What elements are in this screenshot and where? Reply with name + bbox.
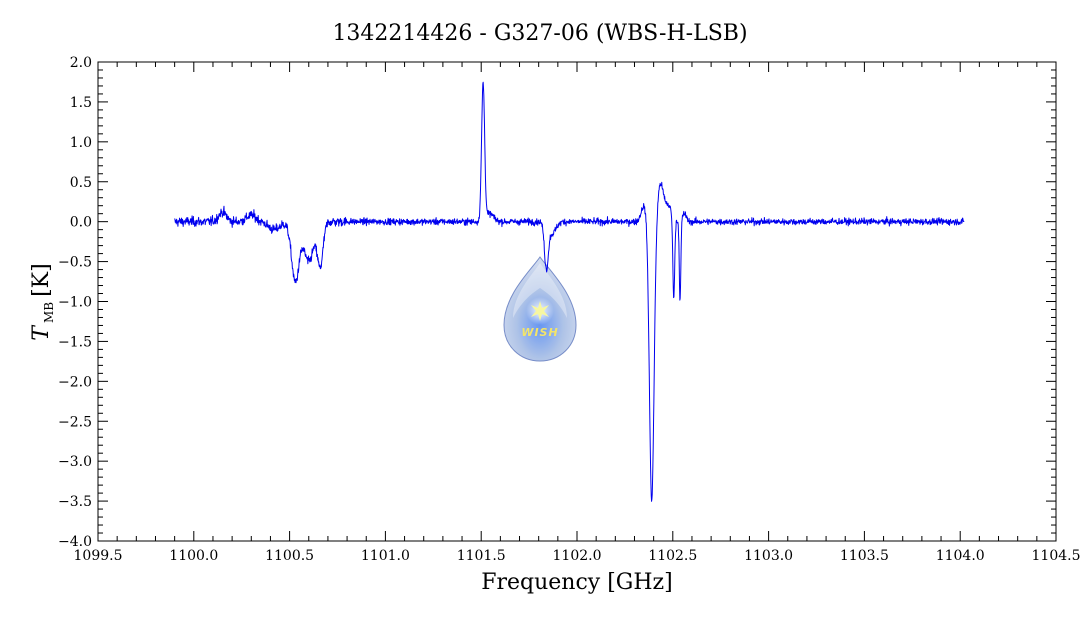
x-axis-title: Frequency [GHz] — [481, 570, 673, 595]
y-tick-label: −1.5 — [58, 334, 92, 350]
axis-tick-labels: 1099.5 1100.0 1100.5 1101.0 1101.5 1102.0 1102… — [58, 55, 1080, 564]
y-tick-label: 0.5 — [70, 175, 92, 191]
y-tick-label: −1.0 — [58, 295, 92, 311]
y-tick-label: −3.0 — [58, 454, 92, 470]
y-tick-label: 1.0 — [70, 135, 92, 151]
y-axis-title-sub: MB — [42, 302, 56, 323]
y-axis-title-main: T — [29, 324, 54, 341]
x-tick-label: 1100.0 — [169, 548, 218, 564]
star-icon — [531, 301, 549, 321]
logo-text: WISH — [521, 326, 558, 339]
y-tick-label: 0.0 — [70, 215, 92, 231]
chart-title: 1342214426 - G327-06 (WBS-H-LSB) — [332, 21, 747, 46]
y-tick-label: 2.0 — [70, 55, 92, 71]
x-tick-label: 1104.0 — [936, 548, 985, 564]
wish-logo: WISH — [503, 256, 577, 362]
x-tick-label: 1103.5 — [840, 548, 889, 564]
y-tick-label: −0.5 — [58, 255, 92, 271]
x-tick-label: 1103.0 — [744, 548, 793, 564]
y-tick-label: 1.5 — [70, 95, 92, 111]
x-tick-label: 1101.5 — [457, 548, 506, 564]
x-tick-label: 1102.0 — [553, 548, 602, 564]
x-tick-label: 1100.5 — [265, 548, 314, 564]
plot-frame — [97, 61, 1057, 542]
series-line-spectrum — [174, 81, 965, 502]
svg-text:TMB[K]: TMB [K] — [29, 263, 56, 340]
x-tick-label: 1102.5 — [648, 548, 697, 564]
y-axis-title-unit: [K] — [29, 263, 54, 297]
y-tick-label: −3.5 — [58, 494, 92, 510]
x-tick-label: 1101.0 — [361, 548, 410, 564]
x-tick-label: 1099.5 — [74, 548, 123, 564]
y-tick-label: −2.5 — [58, 414, 92, 430]
x-tick-label: 1104.5 — [1032, 548, 1080, 564]
axis-ticks — [97, 61, 1057, 542]
y-tick-label: −2.0 — [58, 374, 92, 390]
y-axis-title: TMB [K] — [29, 263, 56, 340]
y-tick-label: −4.0 — [58, 534, 92, 550]
